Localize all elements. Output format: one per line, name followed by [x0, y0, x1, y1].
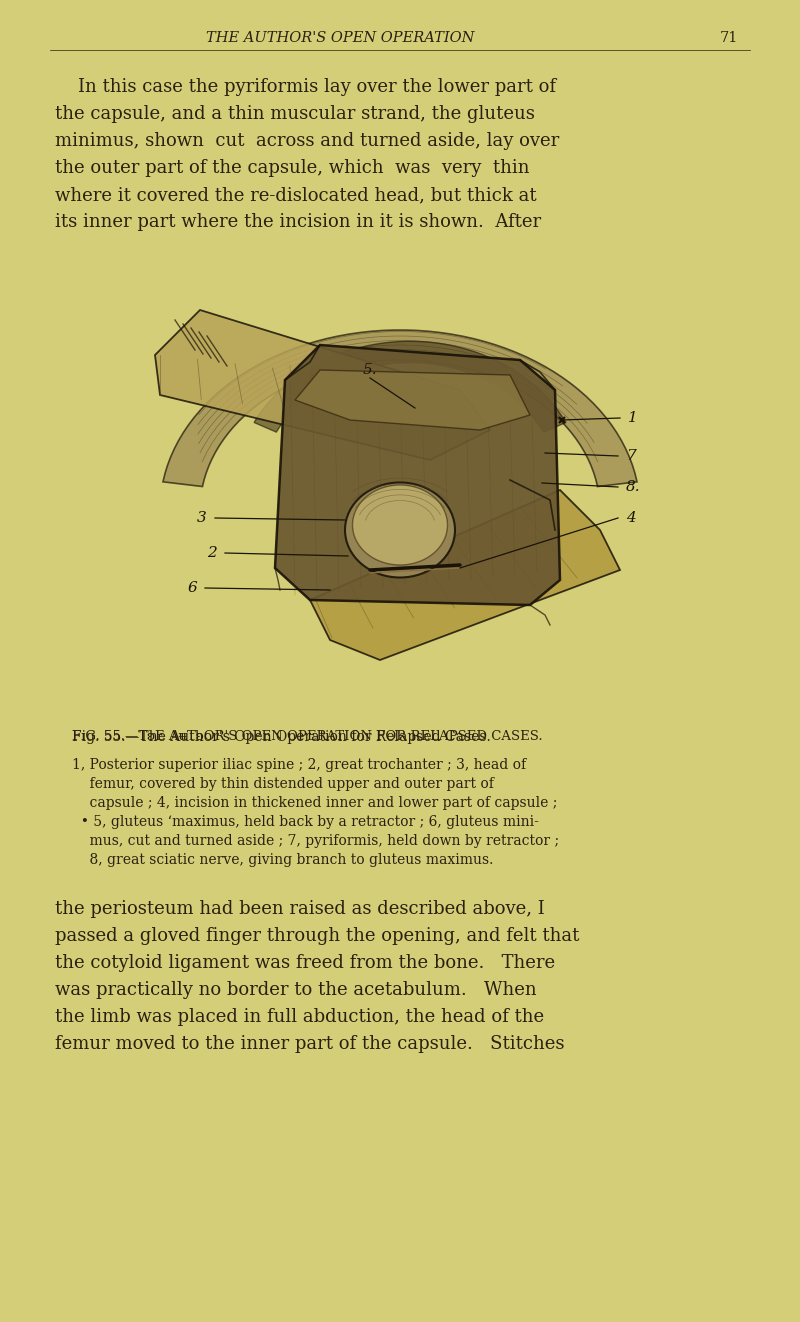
- Text: 3: 3: [198, 512, 207, 525]
- Text: Fig. 55.—The Author's Open Operation for Relapsed Cases.: Fig. 55.—The Author's Open Operation for…: [72, 730, 490, 744]
- Text: femur, covered by thin distended upper and outer part of: femur, covered by thin distended upper a…: [72, 777, 494, 791]
- Text: capsule ; 4, incision in thickened inner and lower part of capsule ;: capsule ; 4, incision in thickened inner…: [72, 796, 558, 810]
- Text: 2: 2: [207, 546, 217, 561]
- Text: 5.: 5.: [362, 364, 378, 377]
- Text: 7: 7: [626, 449, 636, 463]
- Polygon shape: [295, 370, 530, 430]
- Text: its inner part where the incision in it is shown.  After: its inner part where the incision in it …: [55, 213, 541, 231]
- Text: 4: 4: [626, 512, 636, 525]
- Text: 8.: 8.: [626, 480, 641, 494]
- Text: femur moved to the inner part of the capsule.   Stitches: femur moved to the inner part of the cap…: [55, 1035, 565, 1054]
- Text: the outer part of the capsule, which  was  very  thin: the outer part of the capsule, which was…: [55, 159, 530, 177]
- Polygon shape: [310, 490, 620, 660]
- Text: was practically no border to the acetabulum.   When: was practically no border to the acetabu…: [55, 981, 537, 999]
- Text: 71: 71: [720, 30, 738, 45]
- Polygon shape: [163, 330, 637, 486]
- Text: FɪG. 55.—TʚE AʉTʚOR'S OPEN OPERATION FOR RELAPSED CASES.: FɪG. 55.—TʚE AʉTʚOR'S OPEN OPERATION FOR…: [72, 730, 542, 743]
- Text: the capsule, and a thin muscular strand, the gluteus: the capsule, and a thin muscular strand,…: [55, 104, 535, 123]
- Text: 6: 6: [187, 580, 197, 595]
- Text: 1, Posterior superior iliac spine ; 2, great trochanter ; 3, head of: 1, Posterior superior iliac spine ; 2, g…: [72, 758, 526, 772]
- Text: 1: 1: [628, 411, 638, 424]
- Polygon shape: [155, 309, 490, 460]
- Text: THE AUTHOR'S OPEN OPERATION: THE AUTHOR'S OPEN OPERATION: [206, 30, 474, 45]
- Text: minimus, shown  cut  across and turned aside, lay over: minimus, shown cut across and turned asi…: [55, 132, 559, 149]
- Polygon shape: [275, 345, 560, 605]
- Text: mus, cut and turned aside ; 7, pyriformis, held down by retractor ;: mus, cut and turned aside ; 7, pyriformi…: [72, 834, 559, 847]
- Text: 8, great sciatic nerve, giving branch to gluteus maximus.: 8, great sciatic nerve, giving branch to…: [72, 853, 494, 867]
- Ellipse shape: [353, 485, 447, 564]
- Text: passed a gloved finger through the opening, and felt that: passed a gloved finger through the openi…: [55, 927, 579, 945]
- Text: the cotyloid ligament was freed from the bone.   There: the cotyloid ligament was freed from the…: [55, 954, 555, 972]
- Text: the limb was placed in full abduction, the head of the: the limb was placed in full abduction, t…: [55, 1007, 544, 1026]
- Text: where it covered the re-dislocated head, but thick at: where it covered the re-dislocated head,…: [55, 186, 537, 204]
- FancyBboxPatch shape: [130, 249, 670, 709]
- Polygon shape: [254, 341, 566, 432]
- Text: the periosteum had been raised as described above, I: the periosteum had been raised as descri…: [55, 900, 545, 917]
- Text: In this case the pyriformis lay over the lower part of: In this case the pyriformis lay over the…: [55, 78, 556, 97]
- Text: • 5, gluteus ‘maximus, held back by a retractor ; 6, gluteus mini-: • 5, gluteus ‘maximus, held back by a re…: [72, 814, 539, 829]
- Ellipse shape: [345, 483, 455, 578]
